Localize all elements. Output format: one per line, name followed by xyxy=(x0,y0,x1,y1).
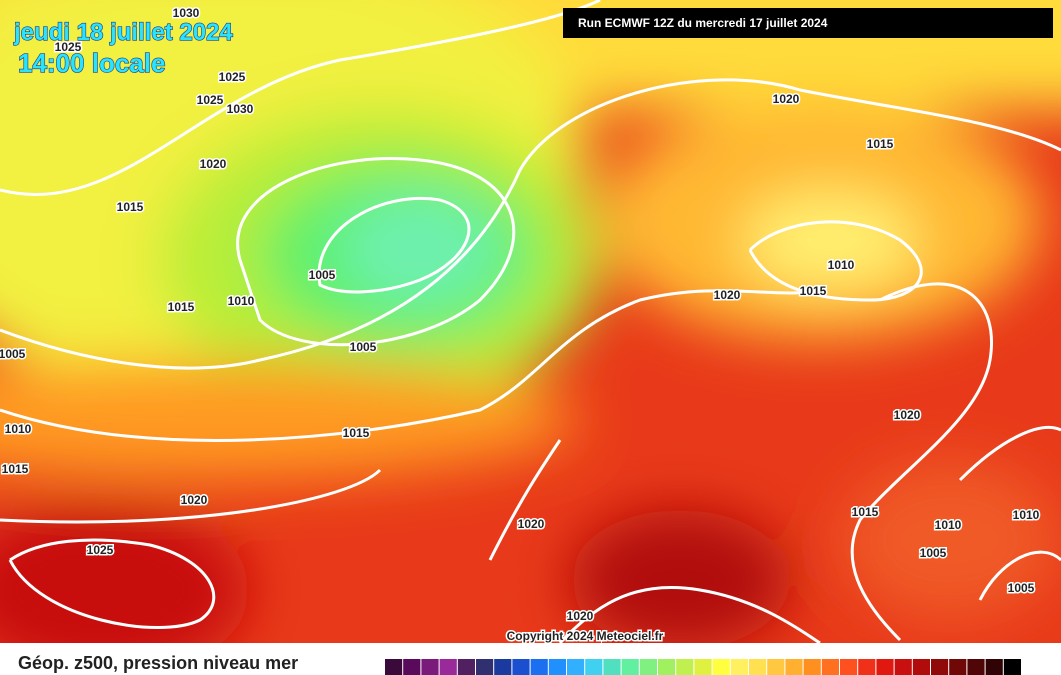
color-swatch xyxy=(512,659,530,675)
color-swatch xyxy=(1003,659,1021,675)
color-bar xyxy=(385,659,1021,675)
isobar-label: 1010 xyxy=(1013,508,1040,522)
color-swatch xyxy=(530,659,548,675)
color-swatch xyxy=(621,659,639,675)
isobar-label: 1015 xyxy=(2,462,29,476)
color-swatch xyxy=(658,659,676,675)
isobar-label: 1010 xyxy=(828,258,855,272)
color-swatch xyxy=(457,659,475,675)
isobar-label: 1015 xyxy=(800,284,827,298)
isobar-label: 1025 xyxy=(55,40,82,54)
color-swatch xyxy=(985,659,1003,675)
isobar-label: 1015 xyxy=(168,300,195,314)
map-time: 14:00 locale xyxy=(18,48,165,78)
color-swatch xyxy=(639,659,657,675)
color-swatch xyxy=(894,659,912,675)
color-swatch xyxy=(494,659,512,675)
color-swatch xyxy=(712,659,730,675)
isobar-label: 1025 xyxy=(87,543,114,557)
color-swatch xyxy=(749,659,767,675)
color-swatch xyxy=(476,659,494,675)
isobar-label: 1015 xyxy=(343,426,370,440)
isobar-label: 1030 xyxy=(173,6,200,20)
color-swatch xyxy=(949,659,967,675)
color-swatch xyxy=(548,659,566,675)
isobar-label: 1020 xyxy=(773,92,800,106)
isobar-label: 1020 xyxy=(567,609,594,623)
color-swatch xyxy=(876,659,894,675)
isobar-label: 1005 xyxy=(0,347,26,361)
color-swatch xyxy=(858,659,876,675)
color-swatch xyxy=(912,659,930,675)
color-swatch xyxy=(767,659,785,675)
color-swatch xyxy=(603,659,621,675)
isobar-label: 1015 xyxy=(852,505,879,519)
isobar-label: 1005 xyxy=(1008,581,1035,595)
isobar-label: 1010 xyxy=(228,294,255,308)
color-swatch xyxy=(821,659,839,675)
isobar-label: 1020 xyxy=(714,288,741,302)
copyright: Copyright 2024 Meteociel.fr xyxy=(507,629,664,643)
color-swatch xyxy=(385,659,403,675)
color-swatch xyxy=(676,659,694,675)
color-swatch xyxy=(730,659,748,675)
color-swatch xyxy=(840,659,858,675)
map-date: jeudi 18 juillet 2024 xyxy=(13,19,233,46)
color-swatch xyxy=(439,659,457,675)
isobar-label: 1010 xyxy=(935,518,962,532)
color-swatch xyxy=(567,659,585,675)
isobar-label: 1015 xyxy=(117,200,144,214)
isobar-label: 1020 xyxy=(894,408,921,422)
color-swatch xyxy=(967,659,985,675)
isobar-label: 1030 xyxy=(227,102,254,116)
isobar-label: 1020 xyxy=(200,157,227,171)
isobar-label: 1020 xyxy=(518,517,545,531)
isobar-label: 1005 xyxy=(920,546,947,560)
color-swatch xyxy=(803,659,821,675)
color-swatch xyxy=(421,659,439,675)
isobar-label: 1020 xyxy=(181,493,208,507)
legend-title: Géop. z500, pression niveau mer xyxy=(18,653,298,673)
run-box xyxy=(563,8,1053,38)
isobar-label: 1015 xyxy=(867,137,894,151)
color-swatch xyxy=(694,659,712,675)
isobar-label: 1005 xyxy=(350,340,377,354)
run-label: Run ECMWF 12Z du mercredi 17 juillet 202… xyxy=(578,16,828,30)
color-swatch xyxy=(585,659,603,675)
isobar-label: 1010 xyxy=(5,422,32,436)
color-swatch xyxy=(931,659,949,675)
isobar-label: 1025 xyxy=(197,93,224,107)
isobar-label: 1025 xyxy=(219,70,246,84)
color-swatch xyxy=(403,659,421,675)
isobar-label: 1005 xyxy=(309,268,336,282)
color-swatch xyxy=(785,659,803,675)
